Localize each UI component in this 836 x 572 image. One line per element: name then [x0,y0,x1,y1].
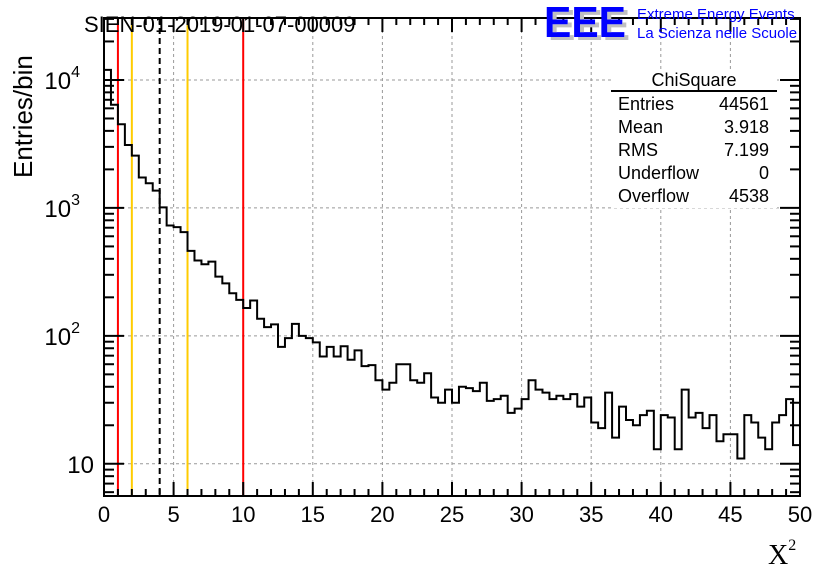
x-tick-label: 10 [231,502,255,527]
x-axis-label: X2 [768,537,796,571]
x-tick-label: 30 [509,502,533,527]
x-tick-label: 15 [301,502,325,527]
y-tick-label: 10 [67,452,94,479]
x-tick-label: 20 [370,502,394,527]
y-tick-base: 10 [44,68,71,95]
stats-value: 0 [759,163,769,183]
stats-label: Mean [618,117,663,137]
stats-label: Entries [618,94,674,114]
threshold-lines [116,18,245,496]
eee-logo: EEE Extreme Energy Events La Scienza nel… [544,0,797,47]
x-tick-label: 5 [167,502,179,527]
y-axis-label: Entries/bin [8,55,38,178]
x-tick-label: 35 [579,502,603,527]
x-tick-labels: 0 5 10 15 20 25 30 35 40 45 50 [98,502,812,527]
logo-line2: La Scienza nelle Scuole [637,25,797,42]
histogram-step-line [103,68,801,496]
stats-value: 7.199 [724,140,769,160]
stats-label: Overflow [618,186,690,206]
y-tick-exp: 4 [71,64,80,81]
y-tick-base: 10 [44,196,71,223]
x-tick-label: 0 [98,502,110,527]
axis-ticks [103,17,801,496]
y-tick-base: 10 [44,324,71,351]
x-tick-label: 50 [788,502,812,527]
stats-value: 44561 [719,94,769,114]
stats-box-title: ChiSquare [651,70,736,90]
logo-mark: EEE [544,0,626,47]
x-tick-label: 25 [440,502,464,527]
y-tick-exp: 3 [71,192,80,209]
stats-label: Underflow [618,163,700,183]
y-tick-exp: 2 [71,320,80,337]
y-tick-label: 102 [44,320,80,351]
stats-value: 3.918 [724,117,769,137]
stats-label: RMS [618,140,658,160]
x-axis-label-base: X [768,540,788,571]
y-tick-base: 10 [67,452,94,479]
y-tick-label: 104 [44,64,80,95]
x-tick-label: 45 [718,502,742,527]
stats-rows: Entries 44561 Mean 3.918 RMS 7.199 Underflow 0 O… [618,94,769,206]
x-axis-label-exp: 2 [788,537,796,554]
stats-value: 4538 [729,186,769,206]
plot-frame [103,17,801,497]
stats-box-bg [611,70,777,208]
logo-line1: Extreme Energy Events [637,6,795,23]
x-tick-label: 40 [649,502,673,527]
y-tick-label: 103 [44,192,80,223]
chart-title: SIEN-01-2019-01-07-00009 [84,12,356,37]
stats-box: ChiSquare Entries 44561 Mean 3.918 RMS 7.199 U… [611,70,777,208]
